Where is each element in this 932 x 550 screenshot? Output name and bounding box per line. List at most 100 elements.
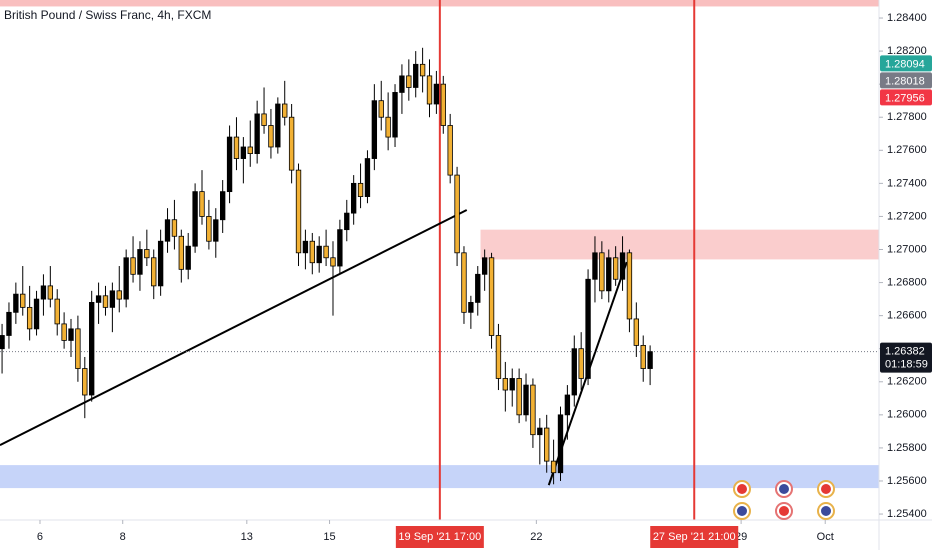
candle-body bbox=[475, 273, 481, 303]
candle-body bbox=[268, 125, 274, 148]
candle-body bbox=[309, 240, 315, 264]
candle-body bbox=[68, 328, 74, 341]
candle-body bbox=[337, 229, 343, 267]
candle-body bbox=[144, 249, 150, 259]
candle-body bbox=[557, 414, 564, 474]
vertical-line-label-bg bbox=[395, 526, 484, 548]
candle-body bbox=[392, 92, 398, 138]
candle-body bbox=[530, 384, 536, 436]
candle-body bbox=[185, 245, 191, 270]
candle-body bbox=[199, 191, 205, 217]
candle-body bbox=[578, 348, 584, 379]
event-icon bbox=[779, 506, 789, 516]
candle-body bbox=[89, 302, 95, 396]
candle-body bbox=[640, 344, 646, 369]
event-icon bbox=[737, 506, 747, 516]
y-tick-label: 1.28400 bbox=[887, 12, 927, 24]
candle-body bbox=[0, 335, 5, 350]
candle-body bbox=[571, 348, 577, 396]
y-tick-label: 1.25600 bbox=[887, 475, 927, 487]
vertical-line-label: 19 Sep '21 17:00 bbox=[398, 531, 481, 543]
candle-body bbox=[116, 290, 122, 300]
candle-body bbox=[371, 100, 378, 159]
y-tick-label: 1.25800 bbox=[887, 442, 927, 454]
event-icon bbox=[779, 484, 789, 494]
price-tag bbox=[880, 55, 932, 72]
candle-body bbox=[454, 174, 460, 254]
candle-body bbox=[385, 116, 391, 138]
candle-body bbox=[619, 252, 626, 280]
x-tick-label: 13 bbox=[241, 531, 253, 543]
trendline bbox=[0, 209, 468, 446]
candle-body bbox=[40, 285, 47, 300]
candle-body bbox=[550, 460, 557, 474]
event-icon bbox=[821, 506, 831, 516]
candle-body bbox=[350, 182, 357, 214]
candle-body bbox=[585, 278, 591, 379]
y-tick-label: 1.26800 bbox=[887, 276, 927, 288]
candle-body bbox=[206, 216, 212, 242]
candle-body bbox=[261, 113, 267, 126]
y-tick-label: 1.27800 bbox=[887, 111, 927, 123]
candle-body bbox=[226, 136, 233, 193]
candle-body bbox=[481, 257, 488, 275]
candle-body bbox=[61, 323, 67, 341]
candle-body bbox=[606, 257, 612, 292]
candle-body bbox=[26, 306, 33, 330]
candle-body bbox=[357, 182, 364, 197]
candle-body bbox=[612, 257, 619, 280]
y-tick-label: 1.26600 bbox=[887, 310, 927, 322]
candle-body bbox=[240, 146, 247, 159]
price-tag-label: 1.28094 bbox=[885, 58, 925, 70]
candle-body bbox=[633, 318, 640, 346]
x-tick-label: 8 bbox=[120, 531, 126, 543]
y-tick-label: 1.28200 bbox=[887, 45, 927, 57]
candle-body bbox=[599, 252, 605, 292]
candle-body bbox=[544, 427, 550, 462]
candle-body bbox=[426, 75, 433, 105]
candle-body bbox=[626, 252, 633, 320]
event-icons bbox=[733, 480, 835, 520]
vertical-line-label-bg bbox=[650, 526, 739, 548]
zone bbox=[480, 229, 879, 260]
x-tick-label: 6 bbox=[37, 531, 43, 543]
last-price-label: 1.26382 bbox=[885, 346, 925, 358]
candle-body bbox=[488, 257, 495, 336]
candle-body bbox=[413, 63, 419, 88]
x-tick-label: Oct bbox=[817, 531, 834, 543]
candle-body bbox=[282, 103, 288, 118]
candle-body bbox=[123, 257, 129, 300]
candle-body bbox=[509, 378, 515, 391]
candle-body bbox=[220, 191, 226, 221]
candle-body bbox=[323, 245, 329, 259]
candle-body bbox=[302, 240, 309, 254]
candle-body bbox=[461, 252, 467, 313]
candle-body bbox=[137, 249, 143, 275]
candle-body bbox=[164, 219, 171, 242]
y-tick-label: 1.27000 bbox=[887, 243, 927, 255]
candle-body bbox=[171, 219, 178, 237]
candle-body bbox=[447, 125, 453, 176]
candle-body bbox=[178, 235, 184, 270]
candle-body bbox=[378, 100, 384, 118]
candle-body bbox=[295, 169, 302, 254]
candle-body bbox=[330, 257, 336, 267]
y-tick-label: 1.26000 bbox=[887, 409, 927, 421]
candle-body bbox=[192, 191, 198, 247]
price-tag bbox=[880, 89, 932, 106]
y-tick-label: 1.27400 bbox=[887, 177, 927, 189]
candle-body bbox=[47, 285, 54, 300]
price-tag-label: 1.27956 bbox=[885, 92, 925, 104]
y-tick-label: 1.26200 bbox=[887, 376, 927, 388]
candle-body bbox=[157, 240, 164, 287]
candle-body bbox=[82, 368, 88, 396]
candle-body bbox=[592, 252, 598, 280]
candle-body bbox=[433, 83, 440, 105]
x-tick-label: 22 bbox=[530, 531, 542, 543]
candle-body bbox=[109, 290, 116, 308]
candle-body bbox=[33, 298, 40, 330]
candle-body bbox=[364, 158, 371, 197]
candle-body bbox=[523, 384, 529, 416]
vertical-line-label: 27 Sep '21 21:00 bbox=[653, 531, 736, 543]
